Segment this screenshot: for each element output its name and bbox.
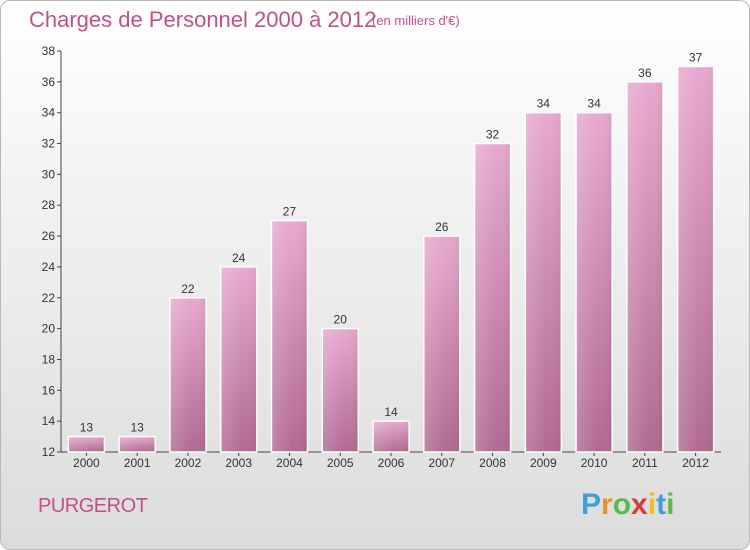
y-tick-label: 34 bbox=[42, 106, 56, 120]
x-tick-label-2004: 2004 bbox=[276, 456, 303, 470]
x-tick-label-2012: 2012 bbox=[682, 456, 709, 470]
logo-letter: o bbox=[612, 488, 632, 521]
logo-letter: t bbox=[656, 488, 667, 521]
logo-letter: x bbox=[631, 488, 648, 521]
y-tick-label: 26 bbox=[42, 229, 56, 243]
x-tick-label-2001: 2001 bbox=[124, 456, 151, 470]
proxiti-logo: Proxiti bbox=[581, 488, 674, 522]
logo-letter: i bbox=[666, 488, 675, 521]
x-tick-label-2005: 2005 bbox=[327, 456, 354, 470]
data-label-2009: 34 bbox=[537, 97, 551, 111]
y-tick-label: 24 bbox=[42, 260, 56, 274]
bar-shade-2005 bbox=[322, 328, 359, 452]
x-tick-label-2006: 2006 bbox=[378, 456, 405, 470]
axes-group: 12 14 16 18 20 22 24 26 28 30 32 34 36 38 2000 2001 2002… bbox=[42, 44, 721, 470]
data-label-2000: 13 bbox=[80, 421, 94, 435]
data-label-2001: 13 bbox=[130, 421, 144, 435]
y-tick-label: 12 bbox=[42, 445, 56, 459]
bar-shade-2002 bbox=[169, 297, 206, 452]
place-name: PURGEROT bbox=[38, 495, 148, 517]
x-tick-label-2011: 2011 bbox=[632, 456, 658, 470]
bar-shade-2008 bbox=[474, 143, 511, 453]
bar-shade-2011 bbox=[626, 81, 663, 452]
x-tick-label-2007: 2007 bbox=[428, 456, 455, 470]
y-tick-label: 18 bbox=[42, 352, 56, 366]
x-tick-label-2002: 2002 bbox=[175, 456, 202, 470]
y-tick-label: 14 bbox=[42, 414, 56, 428]
data-label-2006: 14 bbox=[384, 405, 398, 419]
data-label-2010: 34 bbox=[587, 97, 601, 111]
y-tick-label: 32 bbox=[42, 137, 56, 151]
data-label-2005: 20 bbox=[334, 313, 348, 327]
data-label-2002: 22 bbox=[181, 282, 195, 296]
chart-subtitle: (en milliers d'€) bbox=[372, 13, 460, 28]
bar-shade-2012 bbox=[677, 66, 714, 452]
y-tick-label: 22 bbox=[42, 291, 56, 305]
logo-letter: i bbox=[647, 488, 657, 521]
chart-title: Charges de Personnel 2000 à 2012 bbox=[29, 7, 377, 32]
bar-shade-2003 bbox=[220, 266, 257, 452]
logo-letter: r bbox=[601, 488, 613, 521]
y-tick-label: 36 bbox=[42, 75, 56, 89]
bar-shade-2006 bbox=[373, 421, 409, 452]
y-tick-label: 20 bbox=[42, 322, 56, 336]
data-label-2003: 24 bbox=[232, 251, 246, 265]
data-label-2008: 32 bbox=[486, 128, 500, 142]
data-label-2011: 36 bbox=[638, 66, 652, 80]
y-tick-label: 38 bbox=[42, 44, 56, 58]
bar-shade-2009 bbox=[525, 112, 562, 452]
y-tick-label: 16 bbox=[42, 383, 56, 397]
x-tick-label-2003: 2003 bbox=[225, 456, 252, 470]
x-tick-label-2000: 2000 bbox=[73, 456, 100, 470]
data-label-2007: 26 bbox=[435, 220, 449, 234]
x-tick-label-2009: 2009 bbox=[530, 456, 557, 470]
bars-group: 13 13 22 24 27 20 14 26 32 34 34 36 37 bbox=[67, 50, 715, 453]
logo-letter: P bbox=[581, 488, 602, 521]
bar-shade-2001 bbox=[119, 436, 156, 452]
x-tick-label-2008: 2008 bbox=[479, 456, 506, 470]
bar-shade-2004 bbox=[271, 220, 308, 452]
bar-shade-2007 bbox=[423, 236, 460, 452]
bar-shade-2010 bbox=[576, 112, 613, 452]
data-label-2004: 27 bbox=[283, 205, 297, 219]
data-label-2012: 37 bbox=[689, 50, 703, 64]
bar-shade-2000 bbox=[68, 436, 105, 452]
y-tick-label: 30 bbox=[42, 167, 56, 181]
y-tick-label: 28 bbox=[42, 198, 56, 212]
x-tick-label-2010: 2010 bbox=[581, 456, 608, 470]
